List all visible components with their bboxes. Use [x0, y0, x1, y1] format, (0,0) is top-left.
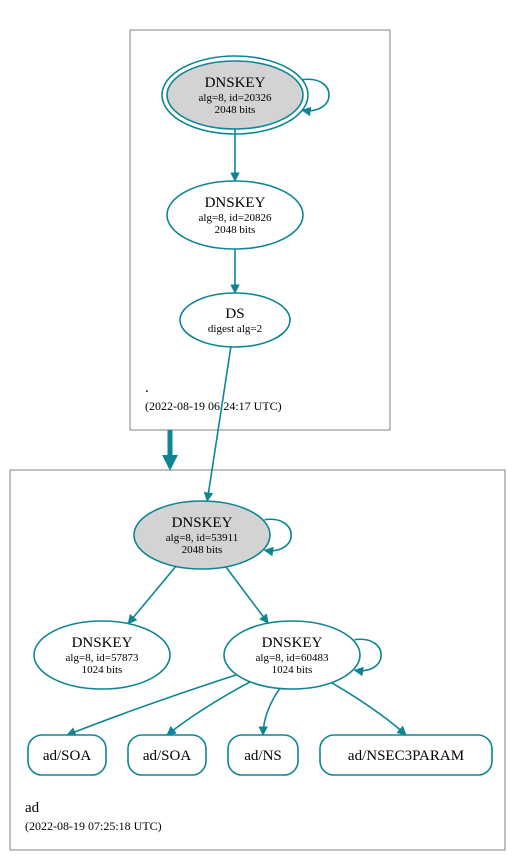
- rrset-soa2: ad/SOA: [128, 735, 206, 775]
- rrset-soa1: ad/SOA: [28, 735, 106, 775]
- edge-ds-ad_ksk: [207, 347, 231, 501]
- edge-ad_ksk-ad_zsk1: [128, 566, 176, 623]
- svg-text:alg=8, id=20826: alg=8, id=20826: [199, 212, 272, 224]
- edge-ad_zsk2-soa2: [167, 682, 250, 735]
- node-ad_ksk: DNSKEYalg=8, id=539112048 bits: [134, 501, 291, 569]
- svg-text:DNSKEY: DNSKEY: [205, 75, 266, 91]
- rrset-ns: ad/NS: [228, 735, 298, 775]
- rrset-nsec3: ad/NSEC3PARAM: [320, 735, 492, 775]
- svg-text:DNSKEY: DNSKEY: [172, 515, 233, 531]
- svg-text:DS: DS: [225, 306, 244, 322]
- svg-text:ad/SOA: ad/SOA: [43, 748, 92, 764]
- selfloop-root_ksk: [302, 79, 329, 110]
- node-root_ksk: DNSKEYalg=8, id=203262048 bits: [162, 56, 329, 134]
- svg-text:DNSKEY: DNSKEY: [205, 195, 266, 211]
- zone-label-ad: ad: [25, 800, 40, 816]
- node-ds: DSdigest alg=2: [180, 293, 290, 347]
- svg-text:ad/NS: ad/NS: [244, 748, 282, 764]
- svg-text:2048 bits: 2048 bits: [215, 224, 256, 236]
- node-ad_zsk2: DNSKEYalg=8, id=604831024 bits: [224, 621, 381, 689]
- zone-label-root: .: [145, 380, 149, 396]
- node-root_zsk: DNSKEYalg=8, id=208262048 bits: [167, 181, 303, 249]
- svg-text:alg=8, id=57873: alg=8, id=57873: [66, 652, 139, 664]
- svg-text:ad/NSEC3PARAM: ad/NSEC3PARAM: [348, 748, 464, 764]
- svg-text:1024 bits: 1024 bits: [272, 664, 313, 676]
- node-ad_zsk1: DNSKEYalg=8, id=578731024 bits: [34, 621, 170, 689]
- svg-text:alg=8, id=53911: alg=8, id=53911: [166, 532, 239, 544]
- svg-text:DNSKEY: DNSKEY: [72, 635, 133, 651]
- svg-text:alg=8, id=20326: alg=8, id=20326: [199, 92, 272, 104]
- zone-timestamp-ad: (2022-08-19 07:25:18 UTC): [25, 819, 162, 833]
- svg-text:digest alg=2: digest alg=2: [208, 323, 262, 335]
- svg-text:2048 bits: 2048 bits: [215, 104, 256, 116]
- svg-text:1024 bits: 1024 bits: [82, 664, 123, 676]
- edge-ad_zsk2-ns: [263, 688, 280, 735]
- edge-ad_zsk2-nsec3: [331, 683, 406, 735]
- svg-text:DNSKEY: DNSKEY: [262, 635, 323, 651]
- svg-text:alg=8, id=60483: alg=8, id=60483: [256, 652, 329, 664]
- zone-timestamp-root: (2022-08-19 06:24:17 UTC): [145, 399, 282, 413]
- svg-text:2048 bits: 2048 bits: [182, 544, 223, 556]
- svg-text:ad/SOA: ad/SOA: [143, 748, 192, 764]
- edge-ad_ksk-ad_zsk2: [226, 567, 268, 623]
- dnssec-diagram: . (2022-08-19 06:24:17 UTC) ad (2022-08-19 …: [0, 0, 513, 865]
